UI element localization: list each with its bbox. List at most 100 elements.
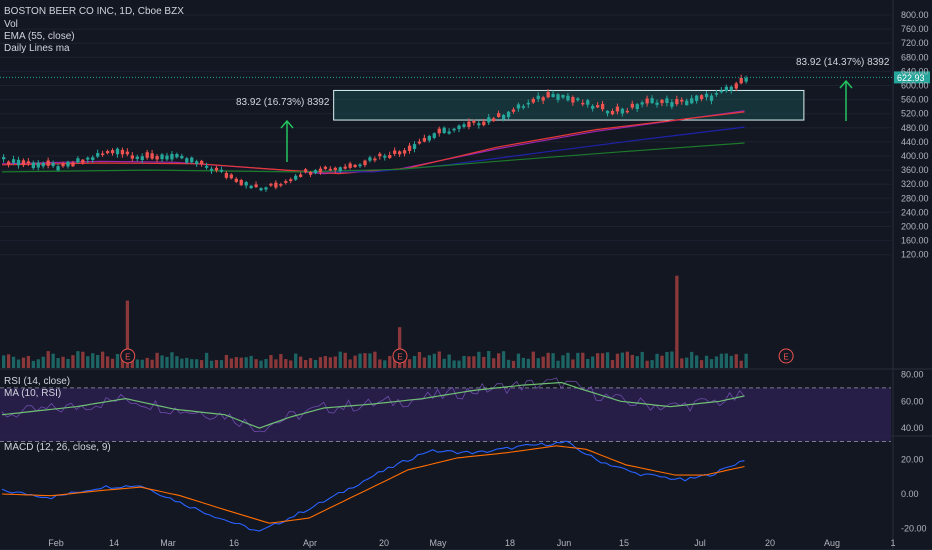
volume-bar (581, 352, 585, 368)
arrow-head (839, 79, 853, 89)
volume-bar (398, 327, 402, 368)
candle-body (363, 160, 367, 166)
candle-body (16, 159, 21, 166)
candle-body (417, 141, 422, 144)
candle-body (185, 158, 189, 163)
candle-body (398, 151, 402, 155)
volume-bar (427, 355, 431, 368)
candle-body (492, 118, 496, 122)
volume-bar (734, 354, 738, 368)
volume-bar (160, 355, 164, 368)
candle-body (333, 167, 337, 170)
candle-body (640, 102, 644, 105)
candle-body (477, 123, 481, 126)
volume-bar (704, 355, 709, 368)
candle-body (427, 135, 431, 141)
volume-bar (457, 360, 461, 368)
arrow-head (280, 119, 294, 129)
indicator-ema-label: EMA (55, close) (4, 31, 75, 42)
volume-bar (313, 359, 318, 368)
volume-bar (432, 353, 436, 368)
candle-body (219, 169, 224, 172)
candle-body (125, 151, 130, 155)
volume-bar (200, 360, 204, 368)
grid-lines (0, 14, 891, 256)
volume-bar (670, 351, 674, 368)
candle-body (76, 158, 80, 163)
volume-bar (556, 360, 560, 368)
volume-bar (655, 353, 659, 368)
candle-body (115, 148, 120, 155)
volume-bar (239, 357, 243, 368)
macd-tick-label: -20.00 (901, 523, 927, 533)
volume-bar (596, 353, 600, 368)
volume-bar (224, 354, 229, 368)
volume-bar (204, 352, 209, 368)
volume-bar (155, 352, 159, 368)
candle-body (209, 168, 214, 171)
volume-bar (348, 359, 352, 368)
candle-body (462, 124, 466, 127)
candle-body (482, 121, 486, 126)
candle-body (130, 155, 134, 159)
candle-body (249, 185, 253, 189)
candle-body (714, 93, 719, 95)
rsi-ma-pane-label: MA (10, RSI) (4, 388, 62, 399)
volume-bar (477, 351, 481, 368)
volume-bar (195, 359, 199, 368)
candle-body (432, 133, 436, 138)
candle-body (105, 151, 110, 154)
volume-bar (11, 356, 16, 368)
volume-bar (699, 360, 704, 368)
volume-bar (234, 357, 238, 368)
candle-body (566, 95, 570, 101)
candle-body (11, 159, 16, 163)
volume-bar (615, 353, 620, 368)
volume-bar (690, 351, 694, 368)
volume-bar (744, 353, 748, 368)
candle-body (145, 152, 149, 158)
volume-bar (125, 300, 130, 368)
earnings-marker (778, 348, 794, 364)
time-axis-label: Aug (824, 538, 840, 548)
candle-body (224, 172, 229, 178)
volume-bar (180, 358, 184, 368)
candle-body (165, 155, 169, 160)
volume-bar (650, 360, 654, 368)
candle-body (734, 83, 738, 89)
volume-bar (343, 352, 347, 368)
price-tick-label: 440.00 (901, 137, 929, 147)
earnings-marker (392, 348, 408, 364)
time-axis-label: 1 (890, 538, 895, 548)
last-price-tag (894, 71, 930, 84)
volume-bar (660, 355, 664, 368)
candle-body (744, 77, 748, 82)
volume-bar (61, 356, 65, 368)
volume-bar (328, 357, 332, 368)
time-axis-label: 18 (505, 538, 515, 548)
volume-bar (546, 352, 550, 368)
candle-body (279, 184, 283, 186)
candle-body (561, 95, 565, 98)
volume-bar (695, 355, 699, 368)
price-tick-label: 640.00 (901, 66, 929, 76)
candle-body (526, 102, 530, 105)
candle-body (274, 182, 278, 188)
candle-body (690, 98, 694, 104)
volume-bar (541, 356, 545, 368)
time-axis-label: 15 (619, 538, 629, 548)
volume-bar (437, 351, 441, 368)
candle-body (665, 98, 669, 104)
candle-body (472, 121, 476, 123)
time-axis-label: 16 (229, 538, 239, 548)
price-tick-label: 760.00 (901, 24, 929, 34)
volume-bar (393, 358, 397, 368)
volume-bar (299, 356, 303, 368)
candle-body (328, 168, 332, 171)
volume-bar (561, 355, 565, 368)
candle-body (457, 125, 461, 130)
candle-body (571, 96, 575, 103)
candle-body (303, 169, 308, 173)
volume-bar (66, 358, 70, 368)
